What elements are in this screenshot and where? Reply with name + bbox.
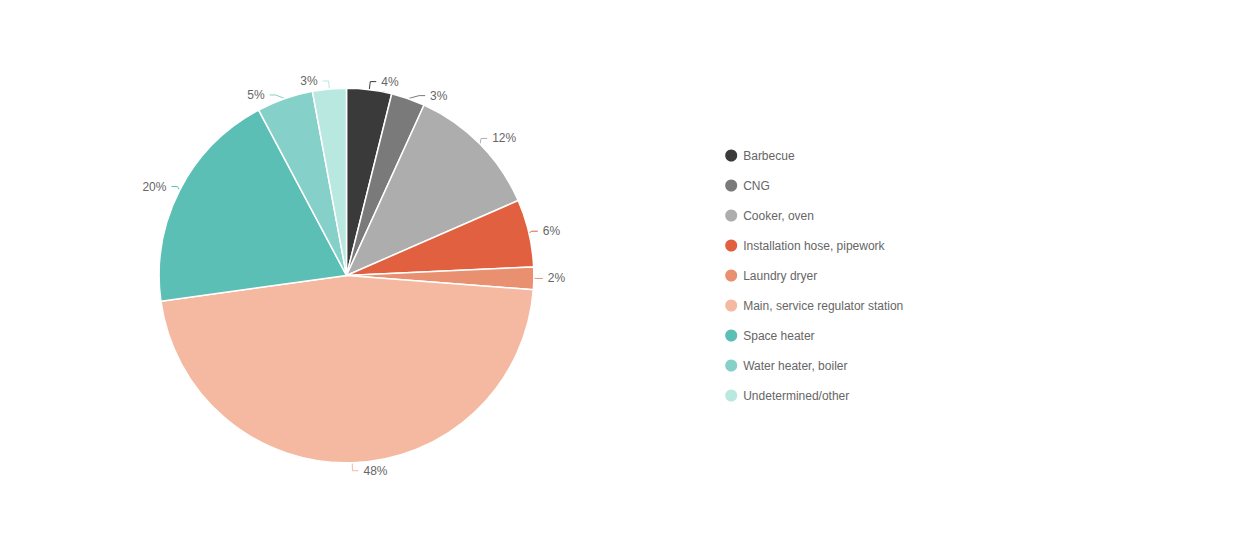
svg-text:Main, service regulator statio: Main, service regulator station [743, 299, 903, 313]
svg-text:Barbecue: Barbecue [743, 149, 795, 163]
svg-text:6%: 6% [543, 224, 561, 238]
svg-text:Installation hose, pipework: Installation hose, pipework [743, 239, 885, 253]
svg-text:Cooker, oven: Cooker, oven [743, 209, 814, 223]
svg-text:CNG: CNG [743, 179, 770, 193]
svg-text:Laundry dryer: Laundry dryer [743, 269, 817, 283]
svg-text:Space heater: Space heater [743, 329, 814, 343]
svg-text:3%: 3% [300, 74, 318, 88]
svg-text:2%: 2% [548, 271, 566, 285]
svg-text:Undetermined/other: Undetermined/other [743, 389, 849, 403]
svg-text:Water heater, boiler: Water heater, boiler [743, 359, 847, 373]
svg-text:20%: 20% [142, 180, 166, 194]
svg-text:48%: 48% [363, 464, 387, 478]
svg-text:12%: 12% [492, 131, 516, 145]
svg-text:5%: 5% [247, 88, 265, 102]
svg-text:4%: 4% [381, 75, 399, 89]
svg-text:3%: 3% [430, 89, 448, 103]
